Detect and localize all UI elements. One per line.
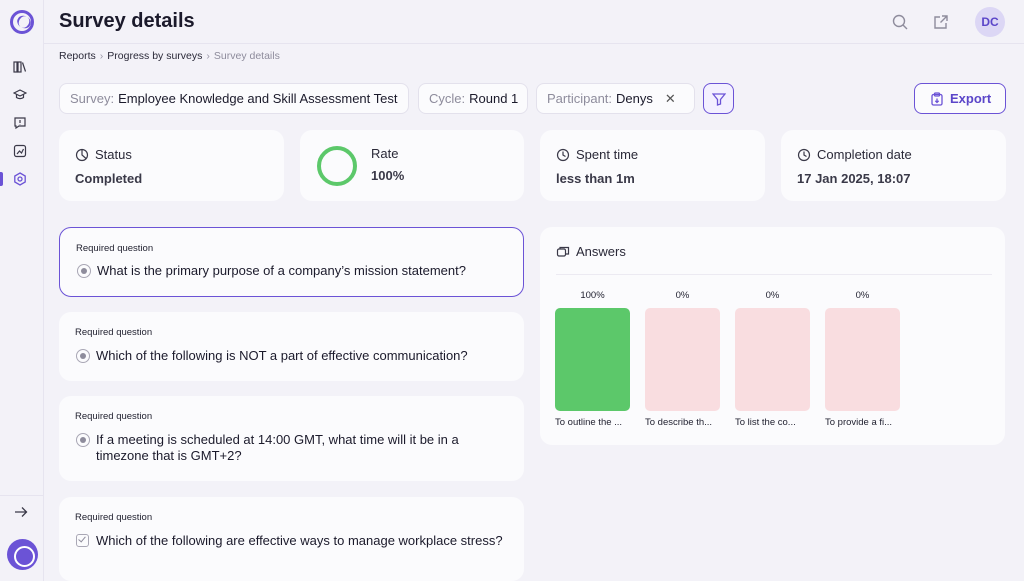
completion-date-title: Completion date [797, 147, 912, 162]
bar-value-label: 0% [675, 290, 690, 301]
survey-filter-value: Employee Knowledge and Skill Assessment … [118, 91, 398, 106]
breadcrumb: Reports › Progress by surveys › Survey detai… [59, 50, 280, 62]
clock-icon [556, 148, 570, 161]
rate-value: 100% [371, 168, 405, 183]
bar-value-label: 100% [580, 290, 605, 301]
completion-date-value: 17 Jan 2025, 18:07 [797, 171, 911, 186]
answers-title-label: Answers [576, 244, 626, 259]
required-question-label: Required question [75, 411, 153, 422]
open-external-icon[interactable] [933, 14, 949, 30]
question-text: Which of the following are effective way… [96, 533, 503, 548]
bar-category-label: To describe th... [645, 417, 713, 428]
required-question-label: Required question [76, 243, 154, 254]
graduation-cap-icon[interactable] [13, 88, 27, 102]
spent-time-value: less than 1m [556, 171, 635, 186]
status-title-label: Status [95, 147, 132, 162]
search-icon[interactable] [892, 14, 908, 30]
export-icon [931, 92, 943, 106]
single-choice-icon [76, 433, 90, 447]
top-header: Survey details DC [44, 0, 1024, 44]
answer-bar[interactable] [555, 308, 630, 411]
participant-filter-label: Participant: [547, 91, 613, 106]
cycle-filter[interactable]: Cycle: Round 1 [418, 83, 528, 114]
question-text: If a meeting is scheduled at 14:00 GMT, … [96, 432, 459, 463]
spent-time-title-label: Spent time [576, 147, 639, 162]
bar-category-label: To provide a fi... [825, 417, 893, 428]
breadcrumb-separator: › [206, 50, 210, 62]
status-value: Completed [75, 171, 143, 186]
clock-icon [797, 148, 811, 161]
nav-active-indicator [0, 172, 3, 186]
single-choice-icon [77, 264, 91, 278]
bar-category-label: To outline the ... [555, 417, 623, 428]
breadcrumb-current: Survey details [213, 50, 280, 62]
completion-date-card: Completion date 17 Jan 2025, 18:07 [781, 130, 1006, 201]
question-card[interactable]: Required question If a meeting is schedu… [59, 396, 524, 481]
page-title: Survey details [59, 10, 195, 32]
answer-bar[interactable] [735, 308, 810, 411]
answer-bar[interactable] [825, 308, 900, 411]
question-card[interactable]: Required question What is the primary pu… [59, 227, 524, 297]
question-text: What is the primary purpose of a company… [97, 263, 466, 278]
rate-title: Rate [371, 146, 399, 161]
user-avatar[interactable]: DC [975, 7, 1005, 37]
breadcrumb-reports[interactable]: Reports [59, 50, 96, 62]
question-card[interactable]: Required question Which of the following… [59, 312, 524, 381]
status-title: Status [75, 147, 132, 162]
spent-time-title: Spent time [556, 147, 638, 162]
status-card: Status Completed [59, 130, 284, 201]
question-text: Which of the following is NOT a part of … [96, 348, 468, 363]
filter-button[interactable] [703, 83, 734, 114]
survey-filter[interactable]: Survey: Employee Knowledge and Skill Asse… [59, 83, 409, 114]
participant-filter[interactable]: Participant: Denys ✕ [536, 83, 695, 114]
spent-time-card: Spent time less than 1m [540, 130, 765, 201]
library-icon[interactable] [13, 60, 27, 74]
answers-divider [556, 274, 992, 275]
rate-progress-ring [317, 146, 357, 186]
status-icon [75, 148, 89, 161]
breadcrumb-progress-by-surveys[interactable]: Progress by surveys [107, 50, 203, 62]
survey-filter-label: Survey: [70, 91, 115, 106]
sidebar [0, 0, 44, 581]
participant-filter-value: Denys [616, 91, 653, 106]
answers-title: Answers [556, 244, 626, 259]
export-button[interactable]: Export [914, 83, 1006, 114]
answers-icon [556, 246, 570, 257]
cycle-filter-label: Cycle: [429, 91, 466, 106]
analytics-icon[interactable] [13, 144, 27, 158]
answers-card: Answers 100% To outline the ... 0% To descr… [540, 227, 1005, 445]
bar-value-label: 0% [855, 290, 870, 301]
required-question-label: Required question [75, 327, 153, 338]
feedback-icon[interactable] [13, 116, 27, 130]
single-choice-icon [76, 349, 90, 363]
required-question-label: Required question [75, 512, 153, 523]
app-logo[interactable] [10, 10, 34, 34]
bar-value-label: 0% [765, 290, 780, 301]
clear-participant-icon[interactable]: ✕ [664, 91, 676, 106]
completion-date-title-label: Completion date [817, 147, 912, 162]
cycle-filter-value: Round 1 [469, 91, 519, 106]
bar-category-label: To list the co... [735, 417, 796, 428]
sidebar-divider [0, 495, 44, 496]
breadcrumb-separator: › [99, 50, 104, 62]
answer-bar[interactable] [645, 308, 720, 411]
question-card[interactable]: Required question Which of the following… [59, 497, 524, 581]
rate-card: Rate 100% [300, 130, 524, 201]
multiple-choice-icon [76, 534, 89, 547]
export-button-label: Export [950, 91, 992, 106]
surveys-icon[interactable] [13, 172, 27, 186]
filter-icon [712, 93, 726, 106]
expand-sidebar-icon[interactable] [13, 505, 29, 519]
workspace-logo[interactable] [7, 539, 38, 570]
